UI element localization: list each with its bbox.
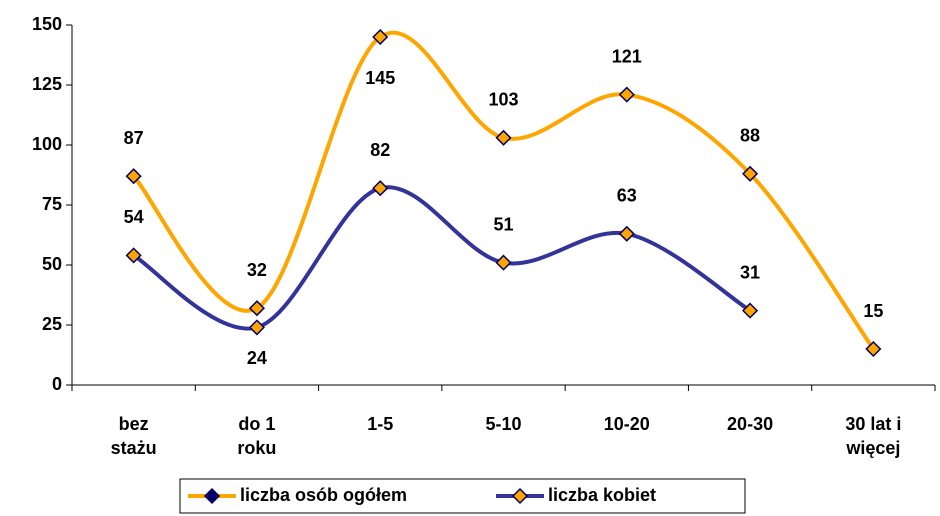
data-label: 63 xyxy=(617,186,637,206)
marker xyxy=(248,319,265,336)
data-label: 15 xyxy=(863,301,883,321)
marker xyxy=(125,168,142,185)
marker xyxy=(248,300,265,317)
legend-marker xyxy=(203,487,221,505)
x-tick-label: bez xyxy=(119,414,149,434)
data-label: 32 xyxy=(247,260,267,280)
data-label: 51 xyxy=(493,214,513,234)
marker xyxy=(618,86,635,103)
data-label: 54 xyxy=(124,207,144,227)
data-label: 31 xyxy=(740,262,760,282)
y-tick-label: 0 xyxy=(52,374,62,394)
data-label: 88 xyxy=(740,126,760,146)
marker xyxy=(372,28,389,46)
series-line xyxy=(132,30,875,351)
x-tick-label: 10-20 xyxy=(604,414,650,434)
marker xyxy=(125,247,142,264)
x-tick-label: więcej xyxy=(845,438,900,458)
x-tick-label: do 1 xyxy=(238,414,275,434)
data-label: 24 xyxy=(247,348,267,368)
legend xyxy=(179,478,746,514)
y-tick-label: 125 xyxy=(32,74,62,94)
marker xyxy=(495,254,512,271)
legend-label: liczba kobiet xyxy=(548,485,656,505)
marker xyxy=(742,165,759,182)
y-tick-label: 50 xyxy=(42,254,62,274)
marker xyxy=(495,129,512,146)
y-tick-label: 25 xyxy=(42,314,62,334)
legend-label: liczba osób ogółem xyxy=(240,485,407,505)
x-tick-label: 1-5 xyxy=(367,414,393,434)
marker xyxy=(742,302,759,319)
x-tick-label: 5-10 xyxy=(485,414,521,434)
data-label: 87 xyxy=(124,128,144,148)
x-tick-label: stażu xyxy=(111,438,157,458)
data-label: 103 xyxy=(488,90,518,110)
marker xyxy=(372,180,389,197)
y-tick-label: 100 xyxy=(32,134,62,154)
x-tick-label: 20-30 xyxy=(727,414,773,434)
legend-marker xyxy=(511,487,529,505)
marker xyxy=(618,225,635,242)
series-line xyxy=(132,185,752,331)
data-label: 82 xyxy=(370,140,390,160)
y-tick-label: 150 xyxy=(32,14,62,34)
x-tick-label: 30 lat i xyxy=(845,414,901,434)
data-label: 121 xyxy=(612,46,642,66)
x-tick-label: roku xyxy=(237,438,276,458)
data-label: 145 xyxy=(365,68,395,88)
y-tick-label: 75 xyxy=(42,194,62,214)
marker xyxy=(865,340,882,358)
